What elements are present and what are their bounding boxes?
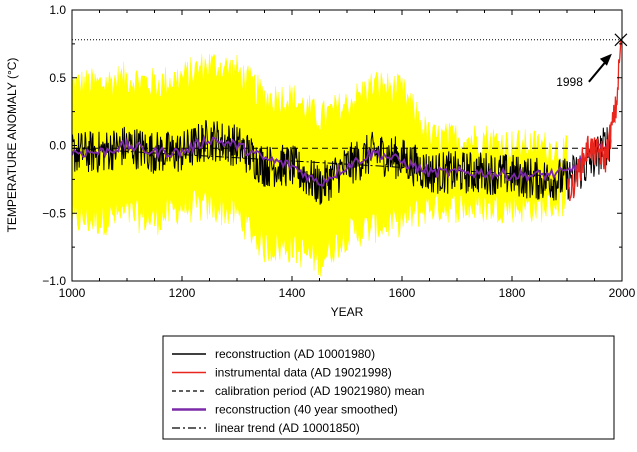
legend: reconstruction (AD 10001980) instrumental… [172,347,424,435]
legend-label: linear trend (AD 10001850) [215,421,360,435]
y-tick-label: 0.5 [49,71,66,85]
annotation-arrowhead [599,53,612,66]
legend-label: reconstruction (AD 10001980) [215,347,375,361]
smoothed-reconstruction-series [72,134,612,187]
legend-label: reconstruction (40 year smoothed) [215,403,398,417]
y-tick-label: 1.0 [49,3,66,17]
y-tick-label: −0.5 [42,206,66,220]
x-tick-label: 1400 [279,286,306,300]
y-axis-label: TEMPERATURE ANOMALY (°C) [5,58,19,233]
reconstruction-series [72,120,612,205]
instrumental-series [567,39,622,202]
uncertainty-band [72,53,568,277]
legend-label: calibration period (AD 19021980) mean [215,384,424,398]
annotation-x-marker [614,33,628,47]
y-tick-label: −1.0 [42,274,66,288]
x-tick-label: 1600 [389,286,416,300]
annotation-label: 1998 [556,75,583,89]
y-tick-label: 0.0 [49,139,66,153]
x-tick-label: 2000 [609,286,636,300]
x-tick-label: 1000 [59,286,86,300]
legend-box [162,335,615,440]
x-axis-label: YEAR [331,305,364,319]
x-tick-label: 1800 [499,286,526,300]
legend-label: instrumental data (AD 19021998) [215,366,392,380]
x-tick-label: 1200 [169,286,196,300]
